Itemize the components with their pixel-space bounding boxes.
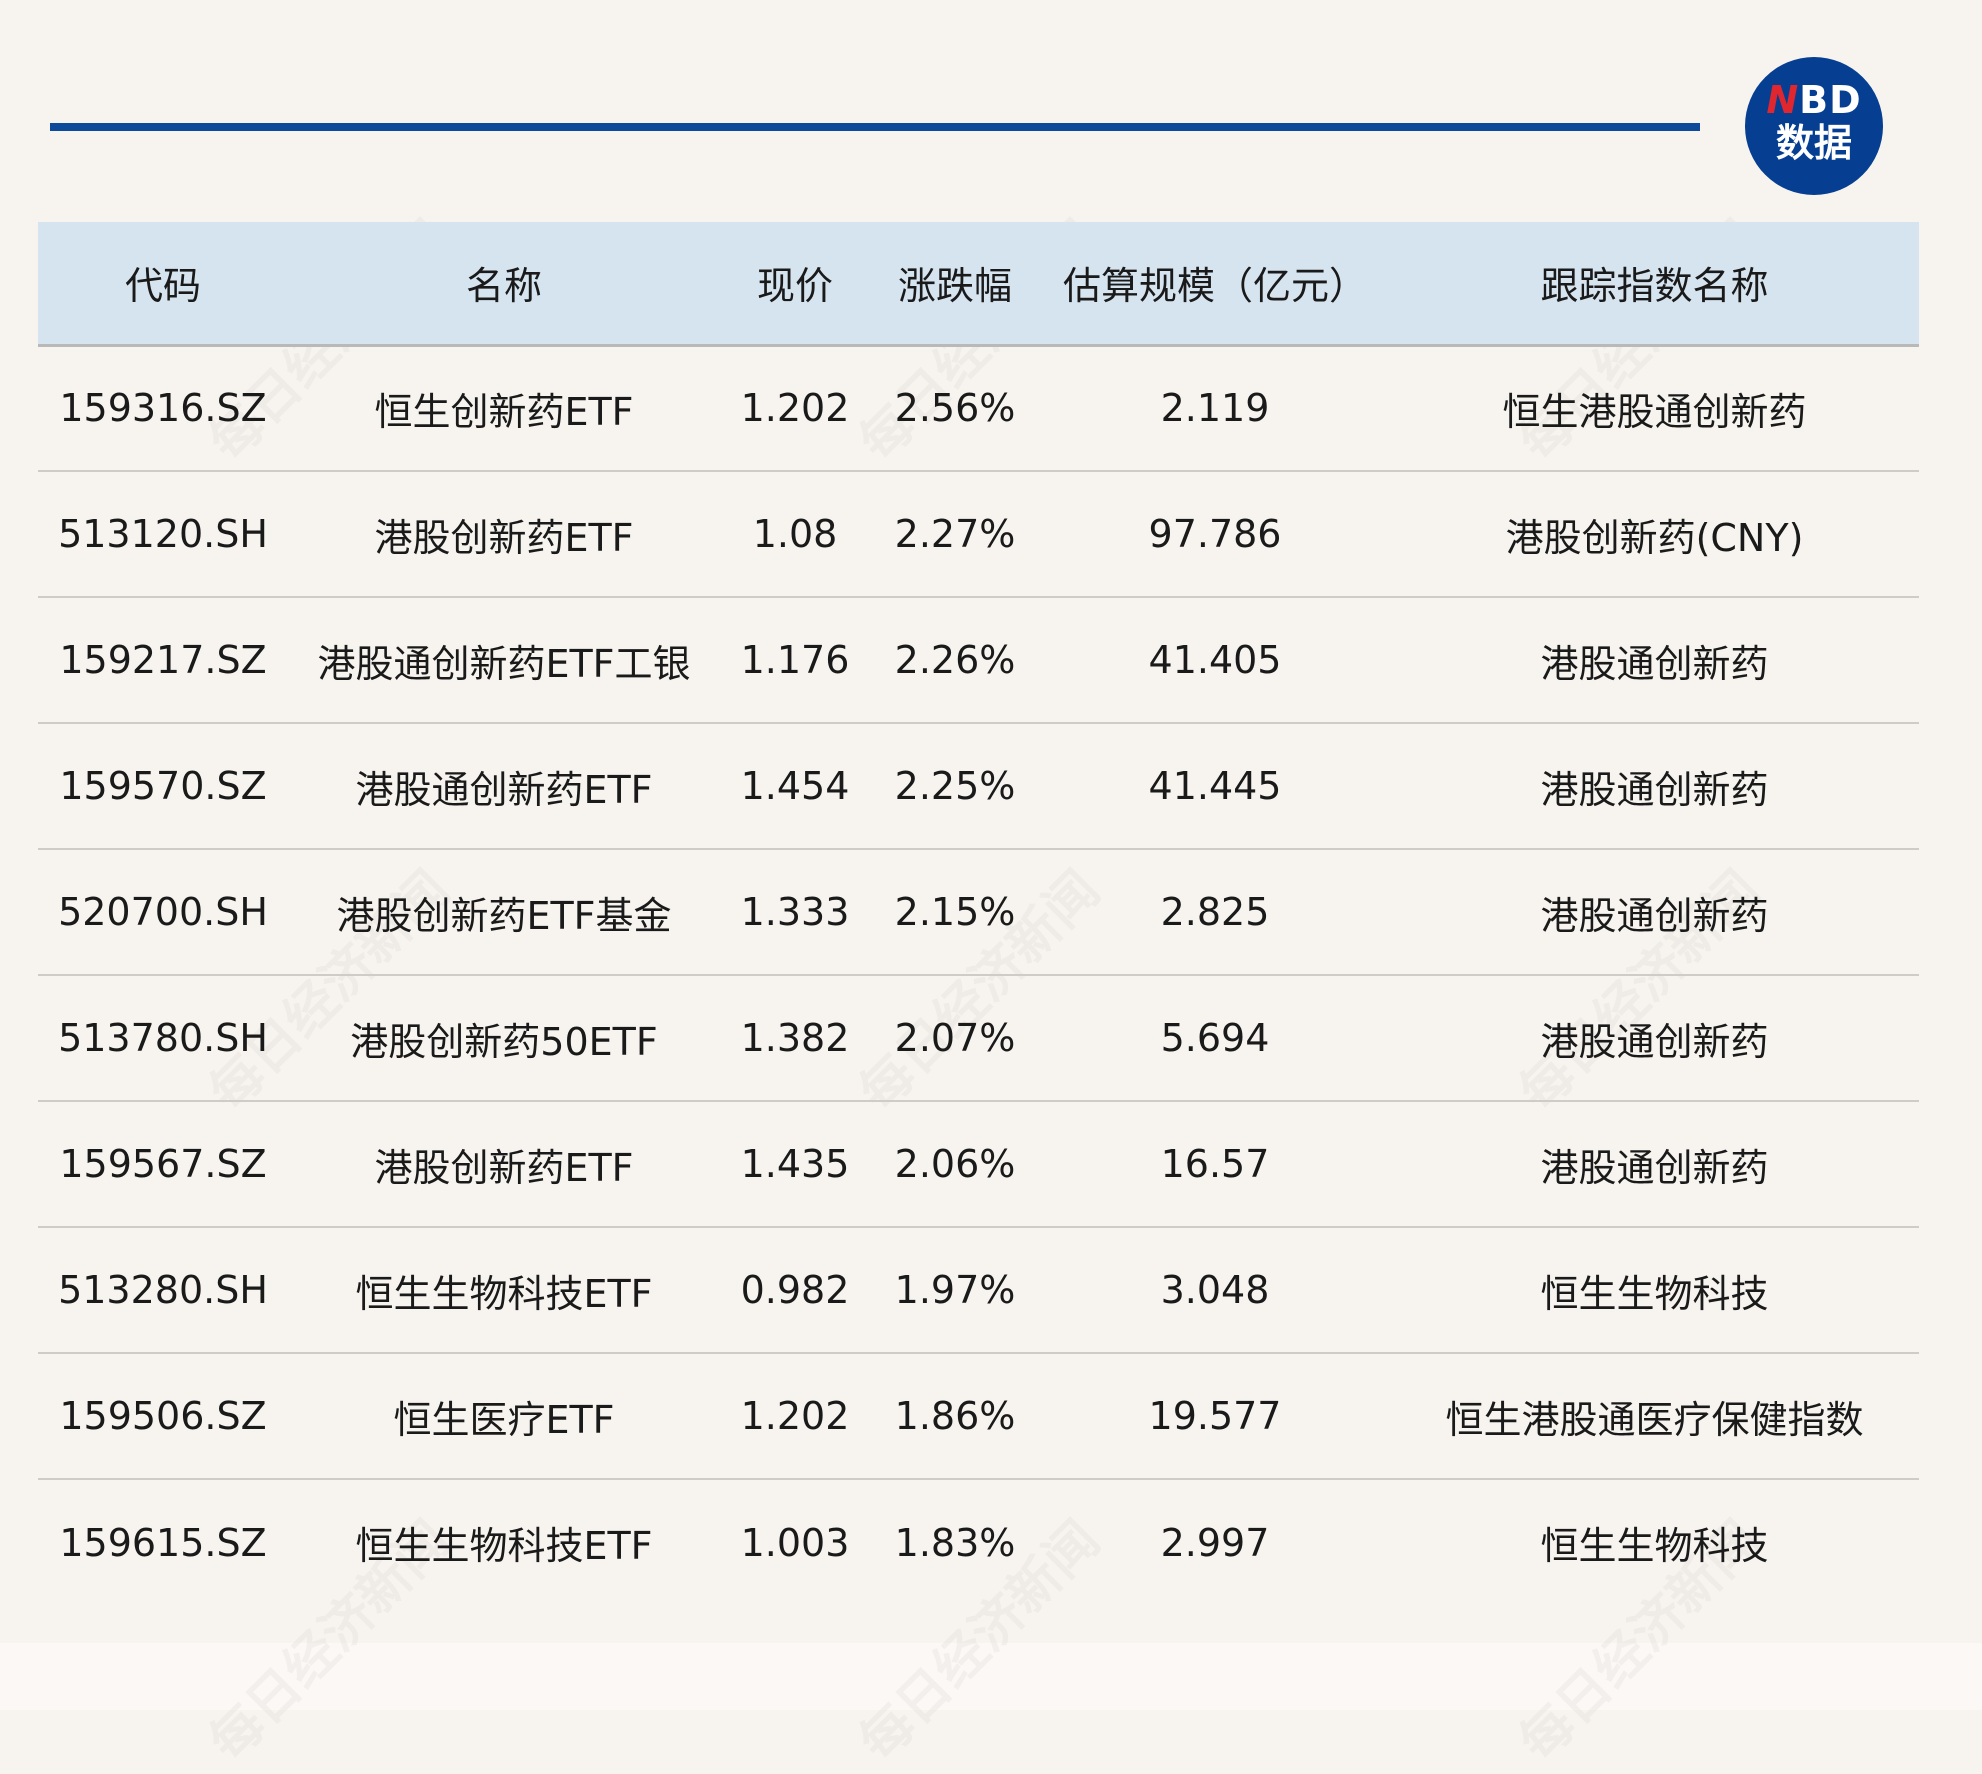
cell-name: 恒生生物科技ETF (355, 1524, 653, 1568)
cell-index: 港股通创新药 (1540, 893, 1769, 938)
table-row: 159217.SZ 港股通创新药ETF工银 1.176 2.26% 41.405 港股通创… (38, 597, 1919, 723)
cell-index: 恒生生物科技 (1540, 1524, 1769, 1568)
cell-change: 2.06% (894, 1142, 1016, 1186)
table-row: 159506.SZ 恒生医疗ETF 1.202 1.86% 19.577 恒生港股通医疗保… (38, 1353, 1919, 1479)
cell-code: 159217.SZ (59, 638, 267, 682)
cell-price: 1.003 (740, 1520, 850, 1565)
cell-change: 2.07% (894, 1016, 1016, 1060)
cell-code: 513780.SH (58, 1016, 268, 1060)
cell-change: 1.86% (894, 1394, 1016, 1438)
cell-scale: 97.786 (1148, 512, 1282, 556)
cell-index: 恒生港股通创新药 (1502, 389, 1807, 434)
cell-change: 2.56% (894, 386, 1016, 431)
logo-n: N (1766, 78, 1800, 122)
footer-band (0, 1643, 1982, 1710)
cell-scale: 19.577 (1148, 1394, 1282, 1438)
table-row: 520700.SH 港股创新药ETF基金 1.333 2.15% 2.825 港股通创新药 (38, 849, 1919, 975)
cell-name: 恒生创新药ETF (374, 389, 634, 434)
header-change: 涨跌幅 (897, 264, 1012, 309)
header-rule (50, 123, 1700, 131)
cell-code: 159570.SZ (59, 764, 267, 808)
etf-table: 代码 名称 现价 涨跌幅 估算规模（亿元） 跟踪指数名称 159316.SZ 恒生创新药ET… (38, 222, 1919, 1605)
cell-index: 港股创新药(CNY) (1505, 515, 1804, 560)
cell-code: 159615.SZ (59, 1520, 267, 1565)
cell-index: 港股通创新药 (1540, 641, 1769, 686)
header-index: 跟踪指数名称 (1540, 264, 1769, 309)
nbd-logo: NBD 数据 (1745, 57, 1883, 195)
cell-change: 2.25% (894, 764, 1016, 808)
cell-name: 港股通创新药ETF (355, 767, 653, 812)
cell-index: 港股通创新药 (1540, 767, 1769, 812)
cell-change: 1.97% (894, 1268, 1016, 1312)
cell-index: 港股通创新药 (1540, 1019, 1769, 1064)
table-row: 513780.SH 港股创新药50ETF 1.382 2.07% 5.694 港股通创新药 (38, 975, 1919, 1101)
table-header: 代码 名称 现价 涨跌幅 估算规模（亿元） 跟踪指数名称 (38, 222, 1919, 345)
cell-change: 2.26% (894, 638, 1016, 682)
cell-name: 港股创新药ETF基金 (336, 893, 672, 938)
cell-scale: 2.825 (1160, 890, 1270, 934)
cell-price: 1.176 (740, 638, 850, 682)
cell-code: 159316.SZ (59, 386, 267, 431)
cell-code: 513280.SH (58, 1268, 268, 1312)
header-code: 代码 (124, 264, 201, 309)
cell-code: 159506.SZ (59, 1394, 267, 1438)
cell-price: 1.435 (740, 1142, 850, 1186)
table-row: 513120.SH 港股创新药ETF 1.08 2.27% 97.786 港股创新药(CN… (38, 471, 1919, 597)
header-price: 现价 (756, 264, 833, 309)
header-scale: 估算规模（亿元） (1062, 264, 1367, 309)
cell-scale: 5.694 (1160, 1016, 1270, 1060)
cell-price: 1.08 (752, 512, 838, 556)
cell-scale: 3.048 (1160, 1268, 1270, 1312)
table-row: 159570.SZ 港股通创新药ETF 1.454 2.25% 41.445 港股通创新药 (38, 723, 1919, 849)
table-row: 513280.SH 恒生生物科技ETF 0.982 1.97% 3.048 恒生生物科技 (38, 1227, 1919, 1353)
cell-name: 港股创新药ETF (374, 515, 634, 560)
cell-index: 恒生港股通医疗保健指数 (1445, 1397, 1864, 1442)
cell-name: 港股创新药ETF (374, 1145, 634, 1190)
cell-name: 恒生生物科技ETF (355, 1271, 653, 1316)
header-name: 名称 (465, 264, 542, 309)
cell-name: 港股创新药50ETF (350, 1019, 658, 1064)
cell-change: 1.83% (894, 1520, 1016, 1565)
cell-code: 513120.SH (58, 512, 268, 556)
cell-scale: 2.119 (1160, 386, 1270, 431)
cell-scale: 16.57 (1160, 1142, 1270, 1186)
cell-price: 0.982 (740, 1268, 850, 1312)
table-row: 159316.SZ 恒生创新药ETF 1.202 2.56% 2.119 恒生港股通创新药 (38, 345, 1919, 471)
cell-code: 520700.SH (58, 890, 268, 934)
cell-index: 港股通创新药 (1540, 1145, 1769, 1190)
cell-price: 1.454 (740, 764, 850, 808)
cell-price: 1.333 (740, 890, 850, 934)
logo-bd: BD (1799, 78, 1862, 122)
table-row: 159615.SZ 恒生生物科技ETF 1.003 1.83% 2.997 恒生生物科技 (38, 1479, 1919, 1605)
cell-price: 1.202 (740, 386, 850, 431)
cell-change: 2.27% (894, 512, 1016, 556)
cell-scale: 2.997 (1160, 1520, 1270, 1565)
cell-name: 港股通创新药ETF工银 (317, 641, 691, 686)
cell-change: 2.15% (894, 890, 1016, 934)
cell-price: 1.202 (740, 1394, 850, 1438)
cell-price: 1.382 (740, 1016, 850, 1060)
cell-name: 恒生医疗ETF (393, 1397, 615, 1442)
logo-sub: 数据 (1775, 121, 1852, 165)
cell-code: 159567.SZ (59, 1142, 267, 1186)
cell-scale: 41.405 (1148, 638, 1282, 682)
cell-scale: 41.445 (1148, 764, 1282, 808)
cell-index: 恒生生物科技 (1540, 1271, 1769, 1316)
table-row: 159567.SZ 港股创新药ETF 1.435 2.06% 16.57 港股通创新药 (38, 1101, 1919, 1227)
